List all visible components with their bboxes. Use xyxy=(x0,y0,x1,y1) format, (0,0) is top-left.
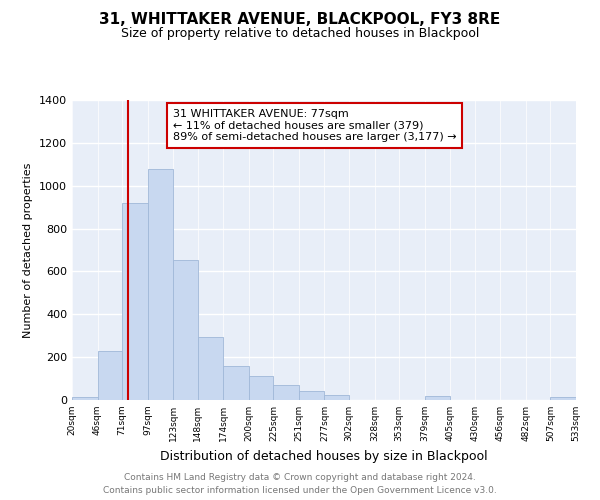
Bar xyxy=(122,203,148,400)
Bar xyxy=(249,376,274,400)
Bar xyxy=(223,366,249,400)
Y-axis label: Number of detached properties: Number of detached properties xyxy=(23,162,34,338)
Bar xyxy=(198,337,223,400)
Bar xyxy=(148,168,173,400)
Bar xyxy=(550,397,576,400)
Bar xyxy=(325,396,349,400)
Bar xyxy=(274,385,299,400)
Bar xyxy=(72,397,98,400)
Text: Size of property relative to detached houses in Blackpool: Size of property relative to detached ho… xyxy=(121,28,479,40)
Bar xyxy=(299,392,325,400)
Text: 31 WHITTAKER AVENUE: 77sqm
← 11% of detached houses are smaller (379)
89% of sem: 31 WHITTAKER AVENUE: 77sqm ← 11% of deta… xyxy=(173,109,457,142)
Bar xyxy=(425,396,450,400)
X-axis label: Distribution of detached houses by size in Blackpool: Distribution of detached houses by size … xyxy=(160,450,488,462)
Bar xyxy=(173,260,198,400)
Text: Contains public sector information licensed under the Open Government Licence v3: Contains public sector information licen… xyxy=(103,486,497,495)
Text: 31, WHITTAKER AVENUE, BLACKPOOL, FY3 8RE: 31, WHITTAKER AVENUE, BLACKPOOL, FY3 8RE xyxy=(100,12,500,28)
Bar xyxy=(98,350,122,400)
Text: Contains HM Land Registry data © Crown copyright and database right 2024.: Contains HM Land Registry data © Crown c… xyxy=(124,472,476,482)
